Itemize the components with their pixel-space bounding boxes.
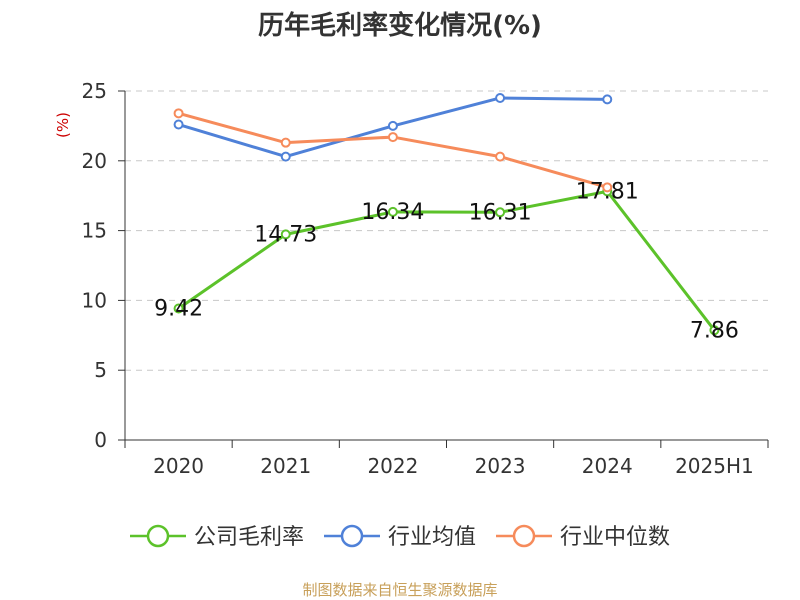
data-point[interactable] — [173, 119, 184, 130]
data-point[interactable] — [602, 94, 613, 105]
data-point[interactable] — [495, 92, 506, 103]
data-label-layer: 9.42 14.73 16.34 16.31 17.81 7.86 — [154, 179, 739, 343]
data-point[interactable] — [387, 132, 398, 143]
y-tick-label: 5 — [94, 358, 107, 382]
legend[interactable]: 公司毛利率 行业均值 行业中位数 — [130, 524, 670, 550]
y-tick-label: 20 — [82, 149, 107, 173]
legend-label: 公司毛利率 — [194, 525, 304, 550]
x-tick-label: 2025H1 — [675, 454, 754, 478]
x-tick-label: 2021 — [260, 454, 311, 478]
data-point[interactable] — [709, 325, 720, 336]
data-label: 9.42 — [154, 296, 203, 321]
x-tick-label: 2024 — [582, 454, 633, 478]
chart-title: 历年毛利率变化情况(%) — [258, 11, 542, 41]
x-tick-label: 2023 — [475, 454, 526, 478]
data-point[interactable] — [495, 207, 506, 218]
data-point[interactable] — [602, 182, 613, 193]
y-tick-label: 15 — [82, 219, 107, 243]
series-2 — [173, 92, 613, 162]
data-point[interactable] — [173, 303, 184, 314]
axis-layer: 0 5 10 15 20 25 2020 2021 2022 2023 2024 2025H1 (%) — [54, 79, 769, 478]
legend-item-3[interactable]: 行业中位数 — [496, 524, 670, 550]
grid-layer — [125, 90, 768, 371]
data-point[interactable] — [280, 137, 291, 148]
data-point[interactable] — [387, 120, 398, 131]
x-tick-label: 2022 — [367, 454, 418, 478]
data-label: 7.86 — [690, 318, 739, 343]
y-tick-label: 0 — [94, 428, 107, 452]
data-point[interactable] — [387, 206, 398, 217]
data-label: 17.81 — [576, 179, 639, 204]
data-point[interactable] — [280, 229, 291, 240]
legend-label: 行业中位数 — [560, 525, 670, 550]
series-1 — [173, 186, 720, 336]
data-label: 16.31 — [469, 200, 532, 225]
data-label: 14.73 — [254, 222, 317, 247]
data-point[interactable] — [173, 108, 184, 119]
series-3 — [173, 108, 613, 193]
legend-marker-icon — [340, 524, 364, 548]
legend-marker-icon — [512, 524, 536, 548]
y-axis-label: (%) — [54, 112, 72, 138]
data-label: 16.34 — [361, 200, 424, 225]
data-point[interactable] — [280, 151, 291, 162]
legend-item-2[interactable]: 行业均值 — [324, 524, 476, 550]
legend-item-1[interactable]: 公司毛利率 — [130, 524, 304, 550]
x-tick-label: 2020 — [153, 454, 204, 478]
data-source-note: 制图数据来自恒生聚源数据库 — [302, 581, 498, 599]
y-tick-label: 25 — [82, 79, 107, 103]
series-layer — [173, 92, 720, 336]
series-line — [177, 189, 716, 332]
y-tick-label: 10 — [82, 288, 107, 312]
legend-marker-icon — [146, 524, 170, 548]
data-point[interactable] — [495, 151, 506, 162]
legend-label: 行业均值 — [388, 525, 476, 550]
